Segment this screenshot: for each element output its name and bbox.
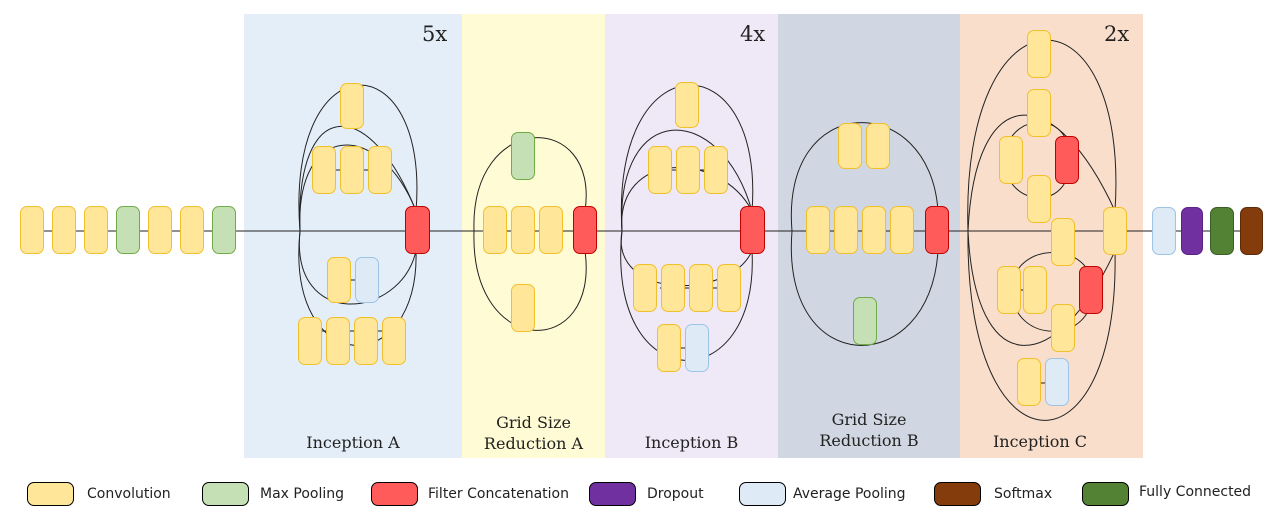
legend-swatch bbox=[371, 482, 418, 506]
convolution-block bbox=[368, 146, 392, 194]
convolution-block bbox=[717, 264, 741, 312]
inception-b-label: Inception B bbox=[605, 432, 778, 453]
inception-a-label: Inception A bbox=[244, 432, 462, 453]
inception-a-repeat-count: 5x bbox=[422, 22, 448, 46]
convolution-block bbox=[866, 123, 890, 169]
inception-c-label-line: Inception C bbox=[992, 432, 1088, 451]
convolution-block bbox=[689, 264, 713, 312]
max-pooling-block bbox=[212, 206, 236, 254]
legend-swatch bbox=[934, 482, 981, 506]
convolution-block bbox=[633, 264, 657, 312]
legend-label: Max Pooling bbox=[260, 486, 345, 502]
filter-concatenation-block bbox=[1055, 136, 1079, 184]
convolution-block bbox=[675, 82, 699, 128]
softmax-block bbox=[1240, 207, 1263, 255]
inception-b-repeat-count: 4x bbox=[740, 22, 766, 46]
convolution-block bbox=[806, 206, 830, 254]
convolution-block bbox=[539, 206, 563, 254]
convolution-block bbox=[1103, 207, 1127, 255]
filter-concatenation-block bbox=[925, 206, 949, 254]
convolution-block bbox=[1027, 30, 1051, 78]
convolution-block bbox=[1051, 218, 1075, 266]
legend-label: Fully Connected bbox=[1139, 484, 1252, 500]
filter-concatenation-block bbox=[1079, 266, 1103, 314]
dropout-block bbox=[1181, 207, 1203, 255]
max-pooling-block bbox=[853, 297, 877, 345]
filter-concatenation-block bbox=[573, 206, 597, 254]
convolution-block bbox=[312, 146, 336, 194]
convolution-block bbox=[511, 206, 535, 254]
convolution-block bbox=[511, 284, 535, 332]
convolution-block bbox=[834, 206, 858, 254]
convolution-block bbox=[326, 317, 350, 365]
convolution-block bbox=[1027, 175, 1051, 223]
convolution-block bbox=[20, 206, 44, 254]
legend-label: Filter Concatenation bbox=[428, 486, 569, 502]
convolution-block bbox=[180, 206, 204, 254]
grid-reduction-a-label: Grid Size Reduction A bbox=[462, 412, 605, 454]
convolution-block bbox=[483, 206, 507, 254]
convolution-block bbox=[52, 206, 76, 254]
convolution-block bbox=[354, 317, 378, 365]
legend-label: Softmax bbox=[994, 486, 1053, 502]
convolution-block bbox=[298, 317, 322, 365]
convolution-block bbox=[340, 146, 364, 194]
legend-swatch bbox=[1082, 482, 1129, 506]
max-pooling-block bbox=[511, 132, 535, 180]
inception-c-label: Inception C bbox=[975, 431, 1105, 452]
convolution-block bbox=[327, 257, 351, 303]
inception-b-label-line: Inception B bbox=[644, 433, 739, 452]
convolution-block bbox=[1051, 304, 1075, 352]
max-pooling-block bbox=[116, 206, 140, 254]
average-pooling-block bbox=[1152, 207, 1176, 255]
grid-reduction-a-label-line: Reduction A bbox=[483, 434, 584, 453]
convolution-block bbox=[890, 206, 914, 254]
average-pooling-block bbox=[685, 324, 709, 372]
convolution-block bbox=[1017, 358, 1041, 406]
legend-swatch bbox=[202, 482, 249, 506]
legend-swatch bbox=[739, 482, 786, 506]
convolution-block bbox=[84, 206, 108, 254]
average-pooling-block bbox=[1045, 358, 1069, 406]
legend-swatch bbox=[27, 482, 74, 506]
convolution-block bbox=[862, 206, 886, 254]
legend-label: Convolution bbox=[87, 486, 171, 502]
convolution-block bbox=[999, 136, 1023, 184]
convolution-block bbox=[838, 123, 862, 169]
grid-reduction-a-label-line: Grid Size bbox=[496, 413, 571, 432]
filter-concatenation-block bbox=[740, 206, 765, 254]
convolution-block bbox=[340, 83, 364, 129]
legend-label: Dropout bbox=[647, 486, 704, 502]
inception-c-repeat-count: 2x bbox=[1104, 22, 1130, 46]
convolution-block bbox=[1023, 266, 1047, 314]
legend-swatch bbox=[589, 482, 636, 506]
inception-a-label-line: Inception A bbox=[306, 433, 400, 452]
convolution-block bbox=[657, 324, 681, 372]
legend-label: Average Pooling bbox=[793, 486, 906, 502]
fully-connected-block bbox=[1210, 207, 1234, 255]
convolution-block bbox=[382, 317, 406, 365]
grid-reduction-b-label-line: Grid Size bbox=[831, 410, 907, 429]
convolution-block bbox=[1027, 89, 1051, 137]
convolution-block bbox=[676, 146, 700, 194]
convolution-block bbox=[661, 264, 685, 312]
average-pooling-block bbox=[355, 257, 379, 303]
filter-concatenation-block bbox=[405, 206, 430, 254]
convolution-block bbox=[704, 146, 728, 194]
grid-reduction-b-label: Grid Size Reduction B bbox=[778, 409, 960, 451]
convolution-block bbox=[648, 146, 672, 194]
grid-reduction-b-label-line: Reduction B bbox=[819, 431, 919, 450]
convolution-block bbox=[148, 206, 172, 254]
convolution-block bbox=[997, 266, 1021, 314]
